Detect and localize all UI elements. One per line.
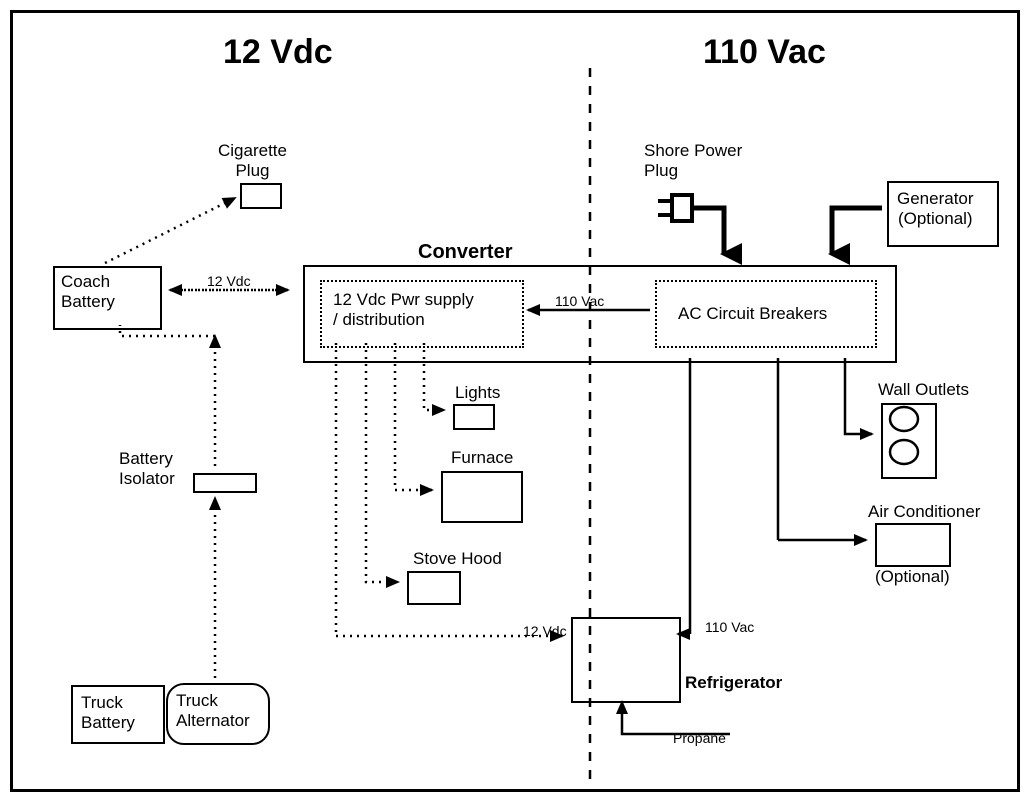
wall-outlets-box xyxy=(881,403,937,479)
lights-box xyxy=(453,404,495,430)
arrow-12vdc-label: 12 Vdc xyxy=(207,273,251,289)
air-conditioner-label: Air Conditioner xyxy=(868,502,980,522)
stove-hood-label: Stove Hood xyxy=(413,549,502,569)
truck-alternator-label: Truck Alternator xyxy=(176,691,250,731)
ac-breakers-label: AC Circuit Breakers xyxy=(678,304,827,324)
diagram-frame: 12 Vdc 110 Vac Converter Cigarette Plug … xyxy=(10,10,1020,792)
refrigerator-box xyxy=(571,617,681,703)
stove-hood-box xyxy=(407,571,461,605)
pwr-dist-label: 12 Vdc Pwr supply / distribution xyxy=(333,290,474,330)
cigarette-plug-label: Cigarette Plug xyxy=(218,141,287,181)
air-conditioner-box xyxy=(875,523,951,567)
title-12vdc: 12 Vdc xyxy=(223,33,333,72)
propane-label: Propane xyxy=(673,730,726,746)
generator-label: Generator (Optional) xyxy=(897,189,974,229)
battery-isolator-label: Battery Isolator xyxy=(119,449,175,489)
refrigerator-label: Refrigerator xyxy=(685,673,782,693)
conv-110vac-label: 110 Vac xyxy=(555,293,604,309)
truck-battery-label: Truck Battery xyxy=(81,693,135,733)
ac-optional-label: (Optional) xyxy=(875,567,950,587)
battery-isolator-box xyxy=(193,473,257,493)
lights-label: Lights xyxy=(455,383,500,403)
converter-heading: Converter xyxy=(418,241,512,264)
title-110vac: 110 Vac xyxy=(703,33,826,72)
ref-12vdc-label: 12 Vdc xyxy=(523,623,567,639)
furnace-box xyxy=(441,471,523,523)
wall-outlets-label: Wall Outlets xyxy=(878,380,969,400)
coach-battery-label: Coach Battery xyxy=(61,272,115,312)
furnace-label: Furnace xyxy=(451,448,513,468)
shore-power-label: Shore Power Plug xyxy=(644,141,742,181)
ref-110vac-label: 110 Vac xyxy=(705,619,754,635)
cigarette-plug-box xyxy=(240,183,282,209)
